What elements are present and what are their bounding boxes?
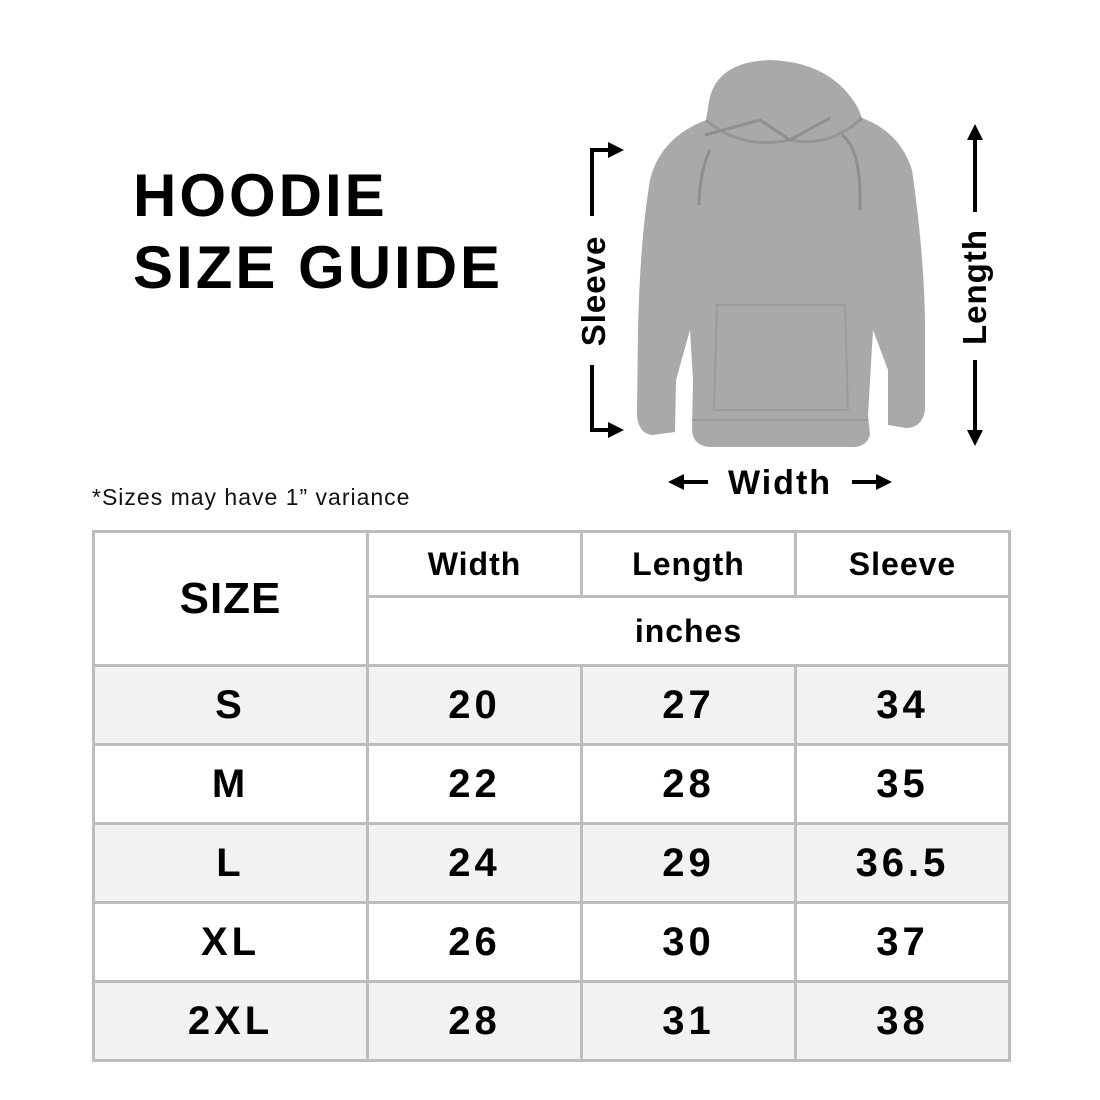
width-cell: 28: [366, 980, 583, 1062]
page-title: HOODIE SIZE GUIDE: [133, 160, 503, 304]
unit-label: inches: [366, 595, 1011, 667]
table-header-row: SIZE Width Length Sleeve: [92, 530, 1011, 667]
length-column-header: Length: [580, 530, 797, 598]
sleeve-cell: 38: [794, 980, 1011, 1062]
variance-note: *Sizes may have 1” variance: [92, 484, 411, 510]
width-cell: 26: [366, 901, 583, 983]
width-cell: 24: [366, 822, 583, 904]
size-cell: 2XL: [92, 980, 369, 1062]
sleeve-cell: 36.5: [794, 822, 1011, 904]
table-row: 2XL 28 31 38: [92, 980, 1011, 1062]
table-row: M 22 28 35: [92, 743, 1011, 825]
title-line-2: SIZE GUIDE: [133, 234, 504, 301]
length-label: Length: [956, 229, 993, 345]
width-cell: 20: [366, 664, 583, 746]
length-cell: 27: [580, 664, 797, 746]
sleeve-column-header: Sleeve: [794, 530, 1011, 598]
size-table: SIZE Width Length Sleeve inches S 20 27 …: [92, 530, 1011, 1062]
hoodie-diagram: Sleeve Length Width: [575, 60, 993, 502]
sleeve-arrow: [590, 142, 624, 438]
table-row: L 24 29 36.5: [92, 822, 1011, 904]
length-cell: 31: [580, 980, 797, 1062]
width-label: Width: [728, 464, 832, 502]
size-cell: L: [92, 822, 369, 904]
width-column-header: Width: [366, 530, 583, 598]
sleeve-cell: 37: [794, 901, 1011, 983]
length-arrow: [967, 124, 983, 446]
size-cell: M: [92, 743, 369, 825]
size-column-header: SIZE: [92, 530, 369, 667]
length-cell: 29: [580, 822, 797, 904]
sleeve-cell: 34: [794, 664, 1011, 746]
unit-row: inches: [94, 595, 1011, 667]
sleeve-label: Sleeve: [575, 236, 612, 347]
length-cell: 28: [580, 743, 797, 825]
width-arrow: [668, 474, 892, 490]
title-line-1: HOODIE: [133, 162, 388, 229]
hoodie-illustration: [637, 60, 925, 448]
sleeve-cell: 35: [794, 743, 1011, 825]
table-row: XL 26 30 37: [92, 901, 1011, 983]
length-cell: 30: [580, 901, 797, 983]
size-cell: XL: [92, 901, 369, 983]
table-row: S 20 27 34: [92, 664, 1011, 746]
size-cell: S: [92, 664, 369, 746]
width-cell: 22: [366, 743, 583, 825]
